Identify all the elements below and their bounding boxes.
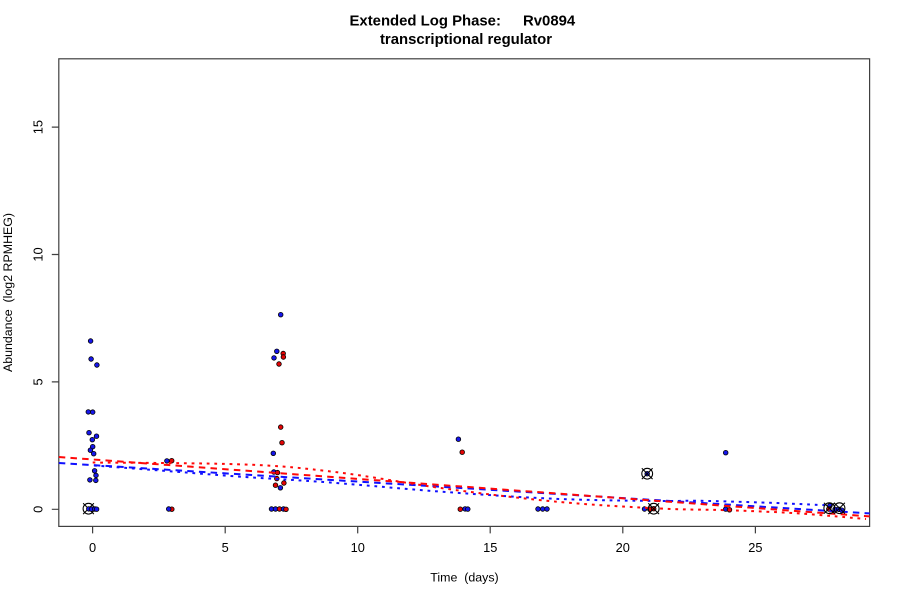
svg-text:25: 25 bbox=[748, 540, 762, 555]
svg-text:20: 20 bbox=[616, 540, 630, 555]
svg-text:5: 5 bbox=[222, 540, 229, 555]
svg-text:5: 5 bbox=[30, 378, 45, 385]
svg-text:15: 15 bbox=[30, 120, 45, 134]
svg-text:Time (days): Time (days) bbox=[430, 571, 498, 585]
svg-text:10: 10 bbox=[351, 540, 365, 555]
svg-text:15: 15 bbox=[483, 540, 497, 555]
svg-text:transcriptional regulator: transcriptional regulator bbox=[380, 32, 552, 48]
svg-text:Extended Log Phase:: Extended Log Phase: bbox=[350, 14, 501, 30]
svg-text:10: 10 bbox=[30, 247, 45, 261]
svg-text:0: 0 bbox=[30, 506, 45, 513]
svg-text:0: 0 bbox=[89, 540, 96, 555]
svg-text:Rv0894: Rv0894 bbox=[523, 14, 576, 30]
svg-text:Abundance (log2 RPMHEG): Abundance (log2 RPMHEG) bbox=[1, 213, 15, 372]
